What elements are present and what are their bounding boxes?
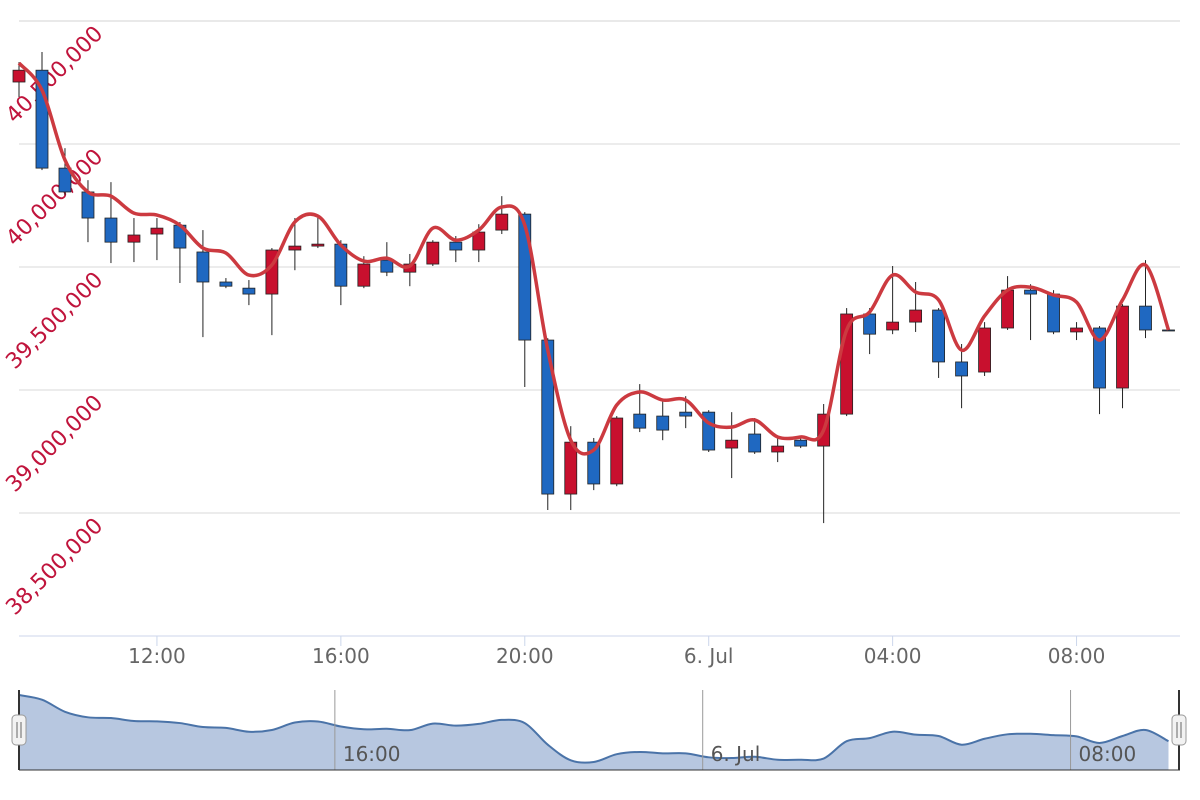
candle-body: [541, 339, 555, 495]
x-tick-label: 12:00: [128, 644, 186, 668]
candle-body: [1070, 327, 1083, 333]
navigator-handle[interactable]: [11, 714, 27, 746]
candle-body: [656, 415, 670, 431]
candle-body: [58, 167, 72, 193]
candle-body: [1024, 289, 1037, 295]
navigator-tick-label: 16:00: [343, 742, 401, 766]
candle-body: [219, 281, 233, 287]
candle-body: [771, 445, 785, 453]
candle-body: [633, 413, 647, 429]
navigator-handle-box: [1171, 714, 1187, 746]
candle-body: [104, 217, 118, 243]
spline-line: [17, 61, 1171, 456]
navigator-line: [18, 694, 1169, 764]
navigator-tick-label: 6. Jul: [711, 742, 761, 766]
candle-body: [311, 243, 325, 247]
navigator-handle-box: [11, 714, 27, 746]
candle-body: [1093, 327, 1106, 389]
x-tick-label: 16:00: [312, 644, 370, 668]
candle-body: [679, 411, 693, 417]
y-tick-label: 39,500,000: [1, 268, 108, 375]
candle-body: [794, 439, 808, 447]
candle-body: [955, 361, 968, 377]
x-tick-label: 6. Jul: [684, 644, 734, 668]
candle-body: [886, 321, 900, 331]
y-tick-label: 39,000,000: [1, 391, 108, 498]
candle-body: [932, 309, 946, 363]
candle-body: [357, 263, 371, 287]
candle-body: [1162, 329, 1175, 332]
y-tick-label: 38,500,000: [1, 514, 108, 621]
candle-body: [748, 433, 762, 453]
candle-body: [449, 241, 463, 251]
candle-body: [978, 327, 991, 373]
candle-body: [150, 227, 164, 235]
candle-body: [196, 251, 210, 283]
navigator-handle[interactable]: [1171, 714, 1187, 746]
candle-body: [242, 287, 256, 295]
candle-body: [495, 213, 509, 231]
candle-body: [1116, 305, 1129, 389]
candle-body: [426, 241, 440, 265]
x-tick-label: 20:00: [496, 644, 554, 668]
candle-body: [909, 309, 923, 323]
candle-body: [380, 259, 394, 273]
candle-body: [1047, 293, 1060, 333]
x-tick-label: 04:00: [864, 644, 922, 668]
candle-body: [288, 245, 302, 251]
candle-body: [518, 213, 532, 341]
navigator-area: [19, 695, 1169, 770]
candle-body: [127, 234, 141, 243]
candle-body: [610, 417, 624, 485]
candle-body: [725, 439, 739, 449]
candle-body: [12, 69, 26, 83]
x-tick-label: 08:00: [1048, 644, 1106, 668]
navigator-tick-label: 08:00: [1079, 742, 1137, 766]
candle-body: [1139, 305, 1152, 331]
